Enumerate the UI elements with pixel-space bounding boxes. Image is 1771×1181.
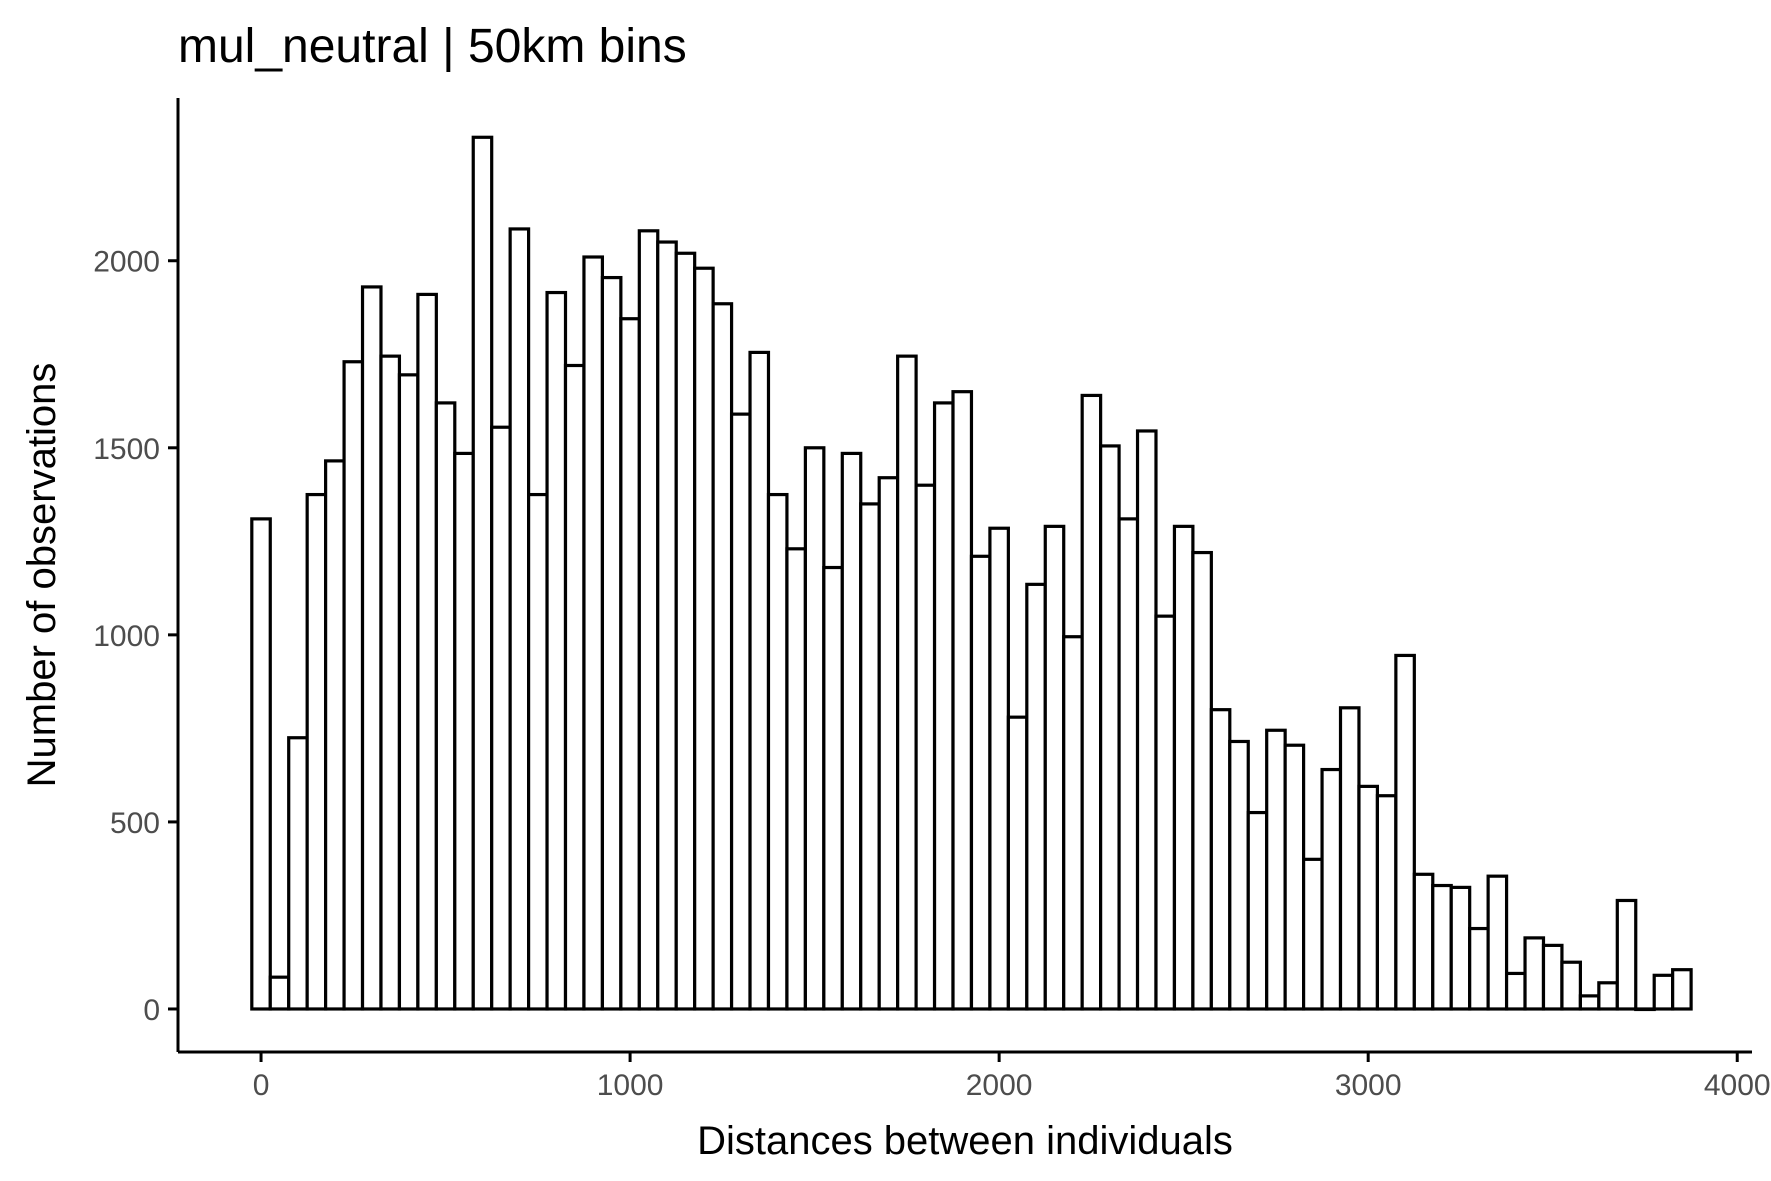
histogram-bar — [1302, 857, 1324, 1011]
histogram-bar — [1246, 810, 1269, 1011]
histogram-bar — [490, 425, 512, 1011]
histogram-bar — [1357, 784, 1380, 1011]
histogram-bar — [1375, 794, 1398, 1011]
histogram-bar — [545, 290, 568, 1011]
histogram-bar — [1412, 872, 1435, 1011]
histogram-bar — [1523, 936, 1546, 1011]
histogram-bar — [969, 554, 992, 1011]
histogram-bar — [1320, 767, 1343, 1011]
x-axis-title: Distances between individuals — [697, 1119, 1233, 1163]
x-tick-label: 4000 — [1704, 1069, 1771, 1102]
x-tick-label: 3000 — [1335, 1069, 1402, 1102]
histogram-bar — [932, 401, 955, 1011]
histogram-bar — [434, 401, 457, 1011]
histogram-bar — [1597, 981, 1619, 1011]
histogram-bar — [637, 229, 660, 1011]
histogram-bar — [1652, 973, 1675, 1011]
histogram-bar — [1062, 635, 1084, 1011]
histogram-bar — [250, 517, 272, 1011]
histogram-bar — [342, 360, 365, 1011]
histogram-bar — [1560, 960, 1582, 1011]
histogram-bar — [1468, 926, 1490, 1011]
histogram-bar — [1394, 653, 1416, 1011]
histogram-bar — [324, 459, 346, 1011]
histogram-bar — [822, 565, 844, 1011]
histogram-bar — [453, 451, 475, 1011]
histogram-bar — [674, 251, 697, 1011]
histogram-bar — [1191, 550, 1213, 1011]
histogram-bar — [1504, 971, 1527, 1011]
x-tick-label: 2000 — [966, 1069, 1033, 1102]
histogram-bar — [268, 975, 291, 1011]
y-tick-label: 1000 — [93, 620, 160, 653]
histogram-bar — [1578, 994, 1601, 1011]
histogram-bar — [397, 373, 420, 1011]
histogram-bar — [305, 492, 328, 1011]
histogram-bar — [471, 135, 494, 1011]
histogram-bar — [1117, 517, 1140, 1011]
bars-group — [250, 135, 1693, 1012]
histogram-bar — [988, 526, 1010, 1011]
histogram-bar — [582, 255, 605, 1011]
histogram-bar — [1025, 582, 1047, 1011]
histogram-bar — [1006, 715, 1029, 1011]
histogram-bar — [693, 266, 715, 1011]
x-tick-label: 0 — [253, 1069, 270, 1102]
histogram-bar — [1283, 743, 1306, 1011]
histogram-bar — [656, 240, 678, 1011]
histogram-bar — [379, 354, 402, 1011]
histogram-bar — [1228, 739, 1250, 1011]
histogram-bar — [785, 547, 807, 1011]
histogram-bar — [1634, 1007, 1656, 1012]
histogram-bar — [1449, 885, 1472, 1011]
x-axis-ticks: 0 1000 2000 3000 4000 — [253, 1052, 1771, 1102]
chart-title: mul_neutral | 50km bins — [178, 20, 687, 73]
x-tick-label: 1000 — [597, 1069, 664, 1102]
histogram-bar — [287, 736, 309, 1011]
histogram-bar — [877, 476, 900, 1011]
histogram-bar — [526, 492, 549, 1011]
histogram-bar — [803, 446, 826, 1011]
histogram-bar — [563, 363, 586, 1011]
histogram-bar — [748, 350, 771, 1011]
y-tick-label: 2000 — [93, 246, 160, 279]
histogram-bar — [360, 285, 383, 1011]
histogram-bar — [600, 275, 623, 1011]
histogram-bar — [914, 483, 937, 1011]
histogram-bar — [1172, 524, 1195, 1011]
histogram-bar — [1080, 393, 1103, 1011]
histogram-bar — [1135, 429, 1158, 1011]
histogram-bar — [1541, 943, 1564, 1011]
histogram-bar — [508, 227, 531, 1011]
histogram-bar — [1671, 968, 1693, 1011]
histogram-bar — [1154, 614, 1177, 1011]
histogram-bar — [859, 502, 881, 1011]
histogram-bar — [729, 412, 752, 1011]
histogram-bar — [1099, 444, 1121, 1011]
histogram-bar — [1265, 728, 1287, 1011]
y-tick-label: 1500 — [93, 433, 160, 466]
histogram-bar — [416, 292, 438, 1011]
histogram-bar — [1431, 883, 1453, 1011]
y-tick-label: 0 — [143, 994, 160, 1027]
histogram-bar — [766, 492, 789, 1011]
histogram-bar — [1486, 874, 1509, 1011]
histogram-bar — [1043, 524, 1066, 1011]
histogram-bar — [840, 451, 863, 1011]
histogram-bar — [619, 317, 641, 1011]
histogram-bar — [1615, 898, 1638, 1011]
histogram-bar — [896, 354, 918, 1011]
histogram-bar — [711, 302, 734, 1011]
y-axis-title: Number of observations — [20, 363, 64, 788]
y-tick-label: 500 — [110, 807, 160, 840]
histogram-bar — [951, 390, 974, 1011]
histogram-bar — [1209, 708, 1232, 1011]
histogram-bar — [1338, 706, 1361, 1011]
y-axis-ticks: 0 500 1000 1500 2000 — [93, 246, 178, 1027]
